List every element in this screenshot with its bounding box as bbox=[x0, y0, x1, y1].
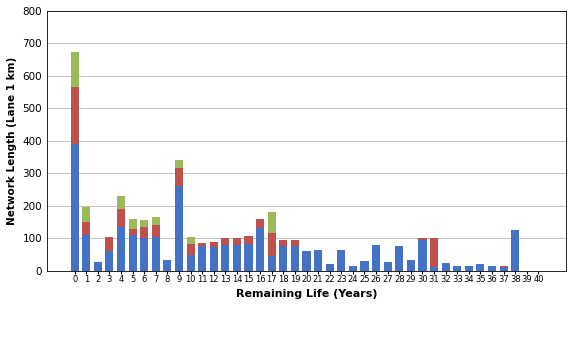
Bar bbox=[383, 262, 392, 271]
Bar bbox=[395, 246, 403, 271]
Bar bbox=[187, 244, 195, 255]
Bar bbox=[314, 249, 322, 271]
Bar bbox=[117, 227, 125, 271]
Bar bbox=[511, 230, 519, 271]
Bar bbox=[187, 237, 195, 244]
Bar bbox=[70, 51, 79, 87]
Bar bbox=[82, 235, 91, 271]
Bar bbox=[256, 219, 264, 228]
Bar bbox=[488, 266, 496, 271]
Bar bbox=[82, 208, 91, 222]
Bar bbox=[117, 209, 125, 227]
Bar bbox=[465, 266, 473, 271]
Bar bbox=[128, 229, 137, 235]
Bar bbox=[291, 240, 299, 246]
Bar bbox=[500, 266, 508, 268]
Bar bbox=[245, 244, 253, 271]
Bar bbox=[279, 246, 288, 271]
Bar bbox=[233, 245, 241, 271]
Bar bbox=[453, 266, 461, 271]
Bar bbox=[430, 238, 438, 267]
Bar bbox=[418, 238, 426, 240]
Bar bbox=[94, 262, 102, 271]
Bar bbox=[82, 222, 91, 235]
Bar bbox=[163, 260, 171, 271]
Bar bbox=[430, 267, 438, 271]
Bar bbox=[105, 251, 113, 271]
Bar bbox=[372, 245, 380, 271]
Bar bbox=[233, 238, 241, 245]
Bar bbox=[221, 238, 229, 245]
Bar bbox=[175, 160, 183, 168]
Bar bbox=[268, 212, 276, 233]
Bar bbox=[210, 243, 218, 247]
Bar bbox=[279, 240, 288, 246]
Bar bbox=[128, 219, 137, 229]
Bar bbox=[70, 87, 79, 144]
Bar bbox=[500, 268, 508, 271]
Bar bbox=[187, 255, 195, 271]
X-axis label: Remaining Life (Years): Remaining Life (Years) bbox=[236, 289, 377, 299]
Bar bbox=[221, 245, 229, 271]
Bar bbox=[418, 240, 426, 271]
Bar bbox=[210, 247, 218, 271]
Bar bbox=[152, 217, 160, 225]
Bar bbox=[175, 168, 183, 186]
Bar bbox=[268, 256, 276, 271]
Bar bbox=[152, 237, 160, 271]
Bar bbox=[349, 266, 357, 271]
Bar bbox=[117, 196, 125, 209]
Bar bbox=[303, 251, 311, 271]
Bar bbox=[337, 249, 346, 271]
Bar bbox=[325, 264, 333, 271]
Bar bbox=[291, 246, 299, 271]
Bar bbox=[70, 144, 79, 271]
Bar bbox=[105, 237, 113, 251]
Bar bbox=[360, 261, 368, 271]
Bar bbox=[140, 238, 148, 271]
Bar bbox=[198, 246, 206, 271]
Bar bbox=[245, 236, 253, 244]
Bar bbox=[175, 186, 183, 271]
Bar bbox=[140, 227, 148, 238]
Bar bbox=[268, 233, 276, 256]
Bar bbox=[128, 235, 137, 271]
Bar bbox=[198, 243, 206, 246]
Y-axis label: Network Length (Lane 1 km): Network Length (Lane 1 km) bbox=[7, 57, 17, 225]
Bar bbox=[407, 260, 415, 271]
Bar bbox=[256, 228, 264, 271]
Bar bbox=[152, 225, 160, 237]
Bar bbox=[140, 220, 148, 227]
Bar bbox=[476, 263, 485, 271]
Bar bbox=[442, 263, 450, 271]
